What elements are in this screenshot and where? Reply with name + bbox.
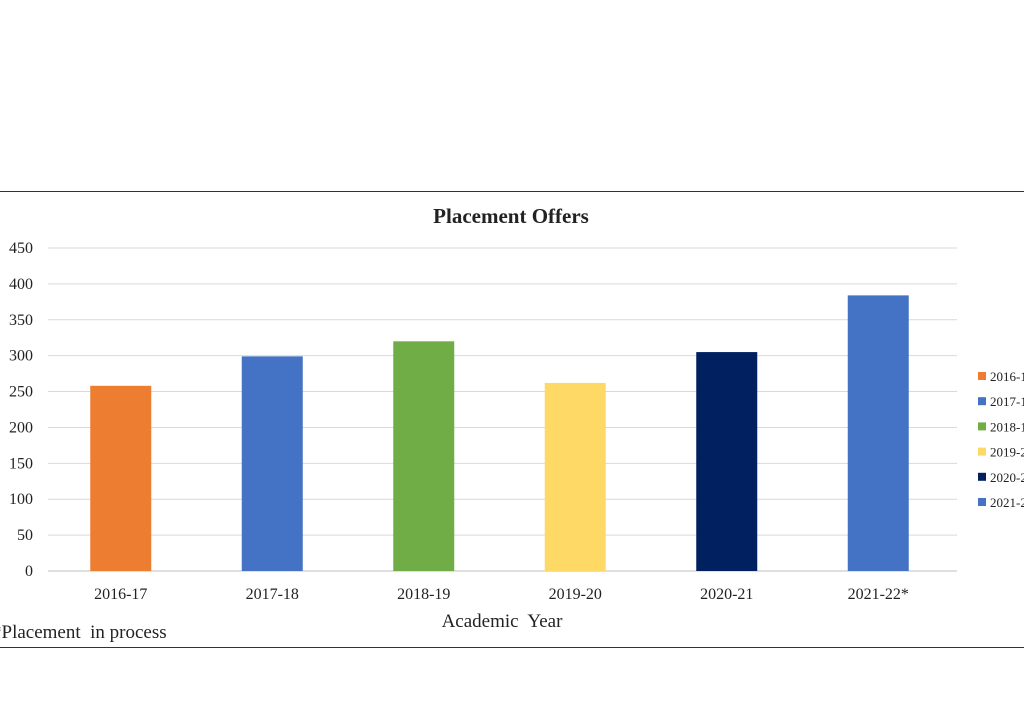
footnote: *Placement in process xyxy=(0,622,167,643)
y-tick-label: 450 xyxy=(9,240,33,257)
y-tick-label: 150 xyxy=(9,455,33,472)
bar xyxy=(847,295,909,571)
legend-swatch xyxy=(978,472,986,481)
y-tick-label: 100 xyxy=(9,491,33,508)
bar xyxy=(241,356,303,571)
legend-swatch xyxy=(978,447,986,456)
legend-label: 2016-17 xyxy=(990,369,1024,384)
frame-top-line xyxy=(0,191,1024,192)
y-tick-label: 200 xyxy=(9,419,33,436)
legend-swatch xyxy=(978,397,986,406)
x-tick-label: 2020-21 xyxy=(700,586,753,603)
y-tick-label: 400 xyxy=(9,276,33,293)
legend-swatch xyxy=(978,372,986,380)
legend-label: 2020-21 xyxy=(990,470,1024,485)
x-tick-label: 2018-19 xyxy=(397,586,450,603)
legend-label: 2021-22* xyxy=(990,495,1024,510)
legend-label: 2019-20 xyxy=(990,445,1024,460)
x-tick-label: 2017-18 xyxy=(246,586,299,603)
y-tick-label: 50 xyxy=(17,527,33,544)
legend-label: 2018-19 xyxy=(990,419,1024,434)
x-tick-label: 2021-22* xyxy=(848,586,909,603)
y-tick-label: 0 xyxy=(25,563,33,580)
y-tick-label: 300 xyxy=(9,348,33,365)
gridlines xyxy=(48,247,957,572)
x-tick-label: 2019-20 xyxy=(549,586,602,603)
bars xyxy=(90,295,909,571)
legend-swatch xyxy=(978,498,986,506)
legend-swatch xyxy=(978,422,986,431)
y-tick-label: 250 xyxy=(9,384,33,401)
y-tick-label: 350 xyxy=(9,312,33,329)
legend: 2016-17 2017-18 2018-19 2019-20 2020-21 2021-… xyxy=(978,369,1024,510)
x-axis-title: Academic Year xyxy=(442,611,563,632)
frame-bottom-line xyxy=(0,647,1024,648)
bar xyxy=(90,385,152,571)
x-tick-label: 2016-17 xyxy=(94,586,147,603)
bar xyxy=(696,352,758,571)
legend-label: 2017-18 xyxy=(990,394,1024,409)
y-axis-ticks: 0 50 100 150 200 250 300 350 400 450 xyxy=(9,240,33,580)
bar xyxy=(544,382,606,571)
x-axis-ticks: 2016-17 2017-18 2018-19 2019-20 2020-21 2021-… xyxy=(94,586,909,603)
chart-title: Placement Offers xyxy=(433,204,589,228)
bar xyxy=(393,341,455,571)
